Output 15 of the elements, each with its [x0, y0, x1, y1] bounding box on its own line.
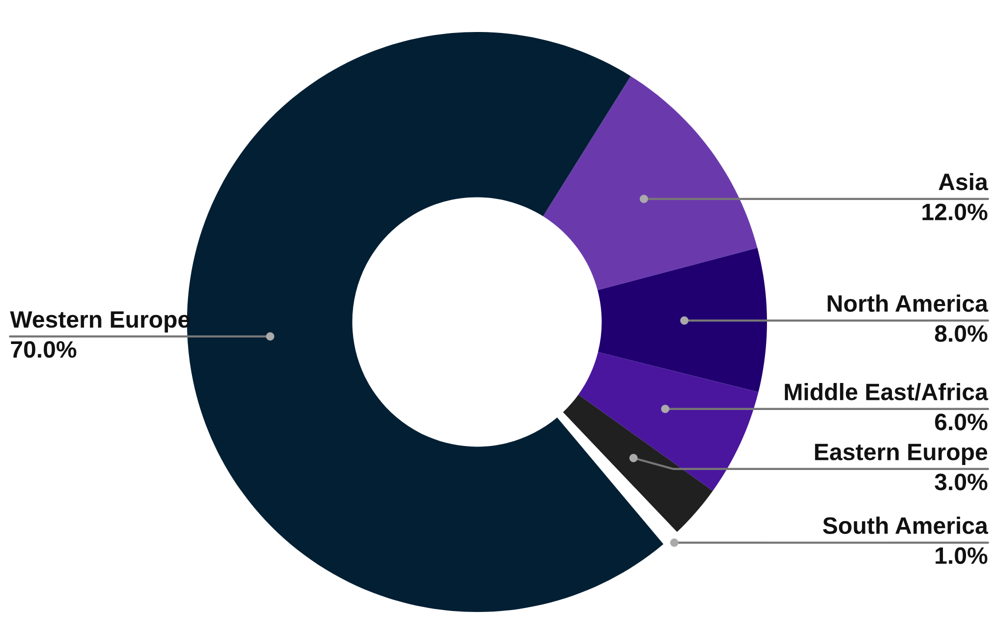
- data-label: 12.0%: [922, 204, 988, 220]
- data-label: 1.0%: [936, 547, 988, 564]
- slice-label: South America: [822, 516, 988, 534]
- donut-slice: [578, 352, 758, 491]
- slice-label: Asia: [938, 172, 988, 190]
- data-label: 70.0%: [11, 341, 76, 358]
- slice-label: Middle East/Africa: [784, 382, 988, 401]
- donut-slice: [598, 248, 767, 392]
- slice-label: Eastern Europe: [815, 444, 988, 465]
- data-label: 8.0%: [934, 325, 988, 342]
- data-label: 3.0%: [934, 474, 988, 490]
- data-label: 6.0%: [935, 414, 988, 430]
- donut-slice: [543, 76, 758, 290]
- donut-slice: [562, 394, 713, 532]
- slice-label: North America: [828, 294, 988, 312]
